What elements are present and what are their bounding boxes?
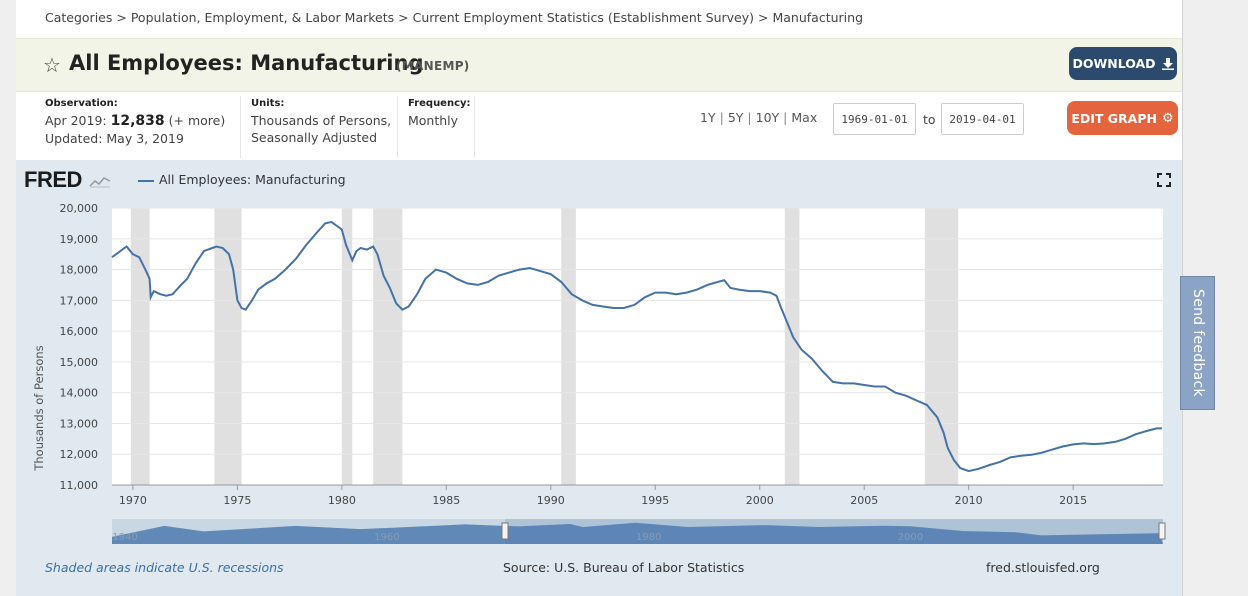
graph-panel: FRED All Employees: Manufacturing 20,000… — [16, 160, 1182, 596]
observation-date: Apr 2019: — [45, 113, 107, 128]
frequency-label: Frequency: — [408, 98, 471, 109]
frequency-block: Frequency: Monthly — [408, 98, 471, 129]
x-tick-label: 2010 — [955, 494, 983, 507]
site-link[interactable]: fred.stlouisfed.org — [986, 560, 1100, 575]
to-label: to — [923, 112, 936, 127]
download-icon — [1161, 57, 1174, 70]
title-bar: ☆ All Employees: Manufacturing (MANEMP) … — [16, 38, 1182, 92]
x-tick-label: 2015 — [1059, 494, 1087, 507]
breadcrumb-separator: > — [116, 10, 127, 25]
divider — [397, 96, 398, 158]
breadcrumb-population[interactable]: Population, Employment, & Labor Markets — [130, 10, 395, 25]
download-label: DOWNLOAD — [1072, 56, 1156, 71]
breadcrumb-ces[interactable]: Current Employment Statistics (Establish… — [412, 10, 755, 25]
navigator-year-label: 1960 — [374, 532, 399, 543]
breadcrumb-separator: > — [398, 10, 409, 25]
observation-value: 12,838 — [110, 113, 165, 129]
x-tick-label: 1985 — [432, 494, 460, 507]
divider — [240, 96, 241, 158]
range-max[interactable]: Max — [791, 110, 818, 125]
fred-logo-chart-icon — [88, 177, 110, 188]
breadcrumb-manufacturing[interactable]: Manufacturing — [772, 10, 863, 25]
navigator-area — [112, 522, 1163, 544]
breadcrumb-categories[interactable]: Categories — [45, 10, 113, 25]
divider — [474, 96, 475, 158]
recession-band — [784, 208, 800, 485]
range-10y[interactable]: 10Y — [755, 110, 780, 125]
send-feedback-label: Send feedback — [1189, 289, 1206, 397]
edit-graph-button[interactable]: EDIT GRAPH ⚙ — [1067, 101, 1178, 135]
units-block: Units: Thousands of Persons, Seasonally … — [251, 98, 391, 146]
navigator-year-label: 2000 — [898, 532, 923, 543]
series-line-manemp — [111, 220, 1162, 473]
x-tick-label: 1975 — [223, 494, 251, 507]
source-text: Source: U.S. Bureau of Labor Statistics — [503, 560, 745, 575]
y-axis-label: Thousands of Persons — [32, 345, 46, 471]
fullscreen-icon[interactable] — [1157, 173, 1171, 187]
navigator-year-label: 1940 — [112, 532, 137, 543]
y-tick-label: 17,000 — [60, 294, 99, 307]
end-date-input[interactable]: 2019-04-01 — [941, 103, 1024, 135]
navigator-handle-right[interactable] — [1158, 522, 1166, 540]
edit-graph-label: EDIT GRAPH — [1071, 110, 1157, 126]
recession-band — [214, 208, 242, 485]
fred-logo: FRED — [24, 167, 111, 193]
recession-band — [130, 208, 150, 485]
download-button[interactable]: DOWNLOAD — [1069, 47, 1177, 80]
y-tick-label: 13,000 — [60, 417, 99, 430]
range-links: 1Y | 5Y | 10Y | Max — [700, 110, 818, 125]
units-line1: Thousands of Persons, — [251, 113, 392, 128]
units-label: Units: — [251, 98, 285, 109]
observation-label: Observation: — [45, 98, 118, 109]
favorite-star-icon[interactable]: ☆ — [43, 53, 61, 77]
y-tick-label: 11,000 — [60, 479, 99, 492]
navigator-year-label: 1980 — [636, 532, 661, 543]
page-container: Categories > Population, Employment, & L… — [16, 0, 1182, 596]
x-tick-label: 2005 — [850, 494, 878, 507]
start-date-input[interactable]: 1969-01-01 — [833, 103, 916, 135]
y-tick-label: 12,000 — [60, 448, 99, 461]
page-title: All Employees: Manufacturing — [69, 51, 424, 75]
range-navigator[interactable]: 1940 1960 1980 2000 — [112, 519, 1166, 544]
breadcrumb-separator: > — [758, 10, 769, 25]
x-tick-label: 1970 — [119, 494, 147, 507]
legend-label: All Employees: Manufacturing — [159, 172, 346, 187]
send-feedback-button[interactable]: Send feedback — [1180, 276, 1215, 410]
navigator-handle-left[interactable] — [501, 522, 509, 540]
y-tick-label: 15,000 — [60, 356, 99, 369]
x-tick-label: 2000 — [746, 494, 774, 507]
range-1y[interactable]: 1Y — [700, 110, 716, 125]
x-tick-label: 1980 — [328, 494, 356, 507]
recession-band — [373, 208, 403, 485]
recession-band — [561, 208, 576, 485]
y-tick-label: 16,000 — [60, 325, 99, 338]
legend-line-marker — [138, 180, 154, 182]
breadcrumb: Categories > Population, Employment, & L… — [45, 10, 863, 25]
recession-band — [341, 208, 353, 485]
x-tick-label: 1995 — [641, 494, 669, 507]
x-tick-label: 1990 — [537, 494, 565, 507]
chart: 20,000 19,000 18,000 17,000 16,000 15,000 14,0… — [32, 202, 1166, 544]
y-tick-label: 14,000 — [60, 387, 99, 400]
y-tick-label: 20,000 — [60, 202, 99, 215]
range-5y[interactable]: 5Y — [727, 110, 744, 125]
observation-block: Observation: Apr 2019: 12,838 (+ more) U… — [45, 98, 225, 147]
gear-icon: ⚙ — [1161, 110, 1174, 126]
y-tick-label: 19,000 — [60, 233, 99, 246]
units-line2: Seasonally Adjusted — [251, 130, 378, 145]
observation-more-link[interactable]: (+ more) — [168, 113, 226, 128]
y-tick-label: 18,000 — [60, 264, 99, 277]
updated-date: Updated: May 3, 2019 — [45, 131, 184, 146]
plot-area — [112, 208, 1163, 485]
recession-note-link[interactable]: Shaded areas indicate U.S. recessions — [45, 560, 284, 575]
recession-band — [924, 208, 959, 485]
frequency-value: Monthly — [408, 113, 459, 128]
series-id: (MANEMP) — [396, 59, 470, 73]
